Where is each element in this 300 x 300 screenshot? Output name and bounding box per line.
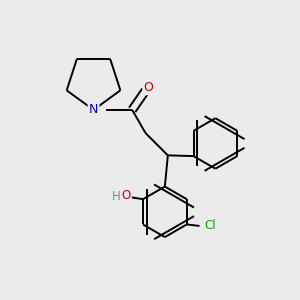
Text: Cl: Cl xyxy=(204,219,216,232)
Text: O: O xyxy=(144,81,154,94)
Text: N: N xyxy=(89,103,98,116)
Text: O: O xyxy=(122,189,131,202)
Text: H: H xyxy=(112,190,121,203)
